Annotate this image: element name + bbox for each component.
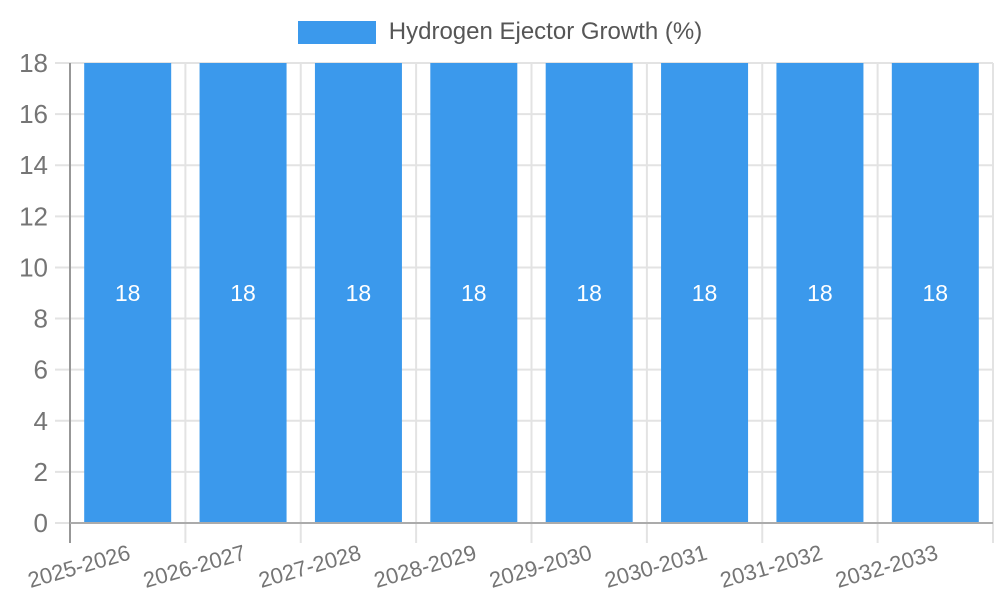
x-tick-label: 2030-2031: [602, 540, 710, 593]
y-tick-label: 0: [34, 508, 48, 538]
bar[interactable]: [314, 63, 402, 523]
legend-label: Hydrogen Ejector Growth (%): [388, 18, 703, 45]
bar-value-label: 18: [346, 280, 372, 306]
bar-value-label: 18: [576, 280, 602, 306]
y-tick-label: 8: [34, 304, 48, 334]
legend[interactable]: Hydrogen Ejector Growth (%): [0, 20, 1000, 44]
y-tick-label: 10: [19, 252, 48, 282]
bar[interactable]: [891, 63, 979, 523]
x-tick-label: 2028-2029: [371, 540, 479, 593]
bar[interactable]: [430, 63, 518, 523]
bar-value-label: 18: [230, 280, 256, 306]
bar[interactable]: [84, 63, 172, 523]
y-tick-label: 4: [34, 406, 48, 436]
bar-value-label: 18: [923, 280, 949, 306]
bar[interactable]: [661, 63, 749, 523]
x-tick-label: 2026-2027: [140, 540, 248, 593]
bar-value-label: 18: [692, 280, 718, 306]
bar[interactable]: [199, 63, 287, 523]
x-tick-label: 2025-2026: [25, 540, 133, 593]
bar[interactable]: [545, 63, 633, 523]
bar[interactable]: [776, 63, 864, 523]
bar-value-label: 18: [115, 280, 141, 306]
x-tick-label: 2031-2032: [717, 540, 825, 593]
bar-value-label: 18: [807, 280, 833, 306]
x-tick-label: 2032-2033: [833, 540, 941, 593]
x-tick-label: 2029-2030: [487, 540, 595, 593]
y-tick-label: 16: [19, 99, 48, 129]
bar-value-label: 18: [461, 280, 487, 306]
y-tick-label: 2: [34, 457, 48, 487]
y-tick-label: 12: [19, 201, 48, 231]
y-tick-label: 14: [19, 150, 48, 180]
legend-swatch: [297, 20, 376, 44]
y-tick-label: 6: [34, 355, 48, 385]
x-tick-label: 2027-2028: [256, 540, 364, 593]
y-tick-label: 18: [19, 48, 48, 78]
